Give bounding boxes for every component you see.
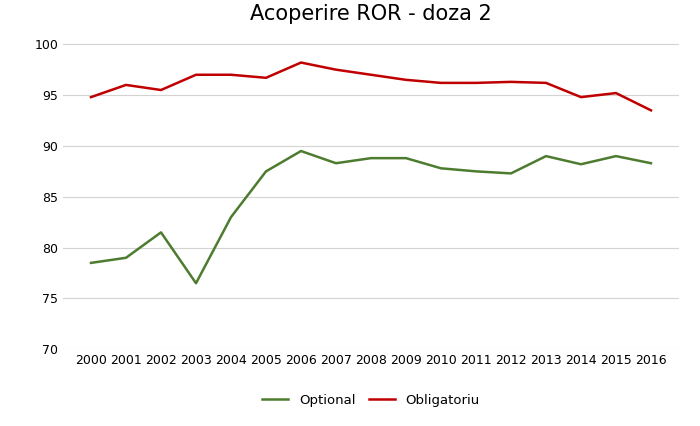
Line: Optional: Optional [91,151,651,283]
Obligatoriu [437,81,445,86]
Optional [297,149,305,154]
Obligatoriu [262,75,270,81]
Optional [157,230,165,235]
Optional [227,215,235,220]
Optional [577,162,585,167]
Obligatoriu [367,72,375,77]
Obligatoriu [402,77,410,82]
Obligatoriu [227,72,235,77]
Optional [87,260,95,265]
Obligatoriu [122,82,130,87]
Title: Acoperire ROR - doza 2: Acoperire ROR - doza 2 [250,4,492,24]
Optional [507,171,515,176]
Obligatoriu [157,87,165,92]
Optional [647,161,655,166]
Optional [472,169,480,174]
Obligatoriu [472,81,480,86]
Optional [262,169,270,174]
Obligatoriu [647,108,655,113]
Optional [542,153,550,158]
Obligatoriu [507,79,515,84]
Optional [402,155,410,161]
Optional [192,281,200,286]
Obligatoriu [332,67,340,72]
Obligatoriu [297,60,305,65]
Line: Obligatoriu: Obligatoriu [91,63,651,110]
Obligatoriu [612,90,620,95]
Optional [367,155,375,161]
Legend: Optional, Obligatoriu: Optional, Obligatoriu [257,389,485,412]
Optional [437,166,445,171]
Optional [332,161,340,166]
Obligatoriu [87,95,95,100]
Optional [122,255,130,260]
Obligatoriu [577,95,585,100]
Obligatoriu [192,72,200,77]
Obligatoriu [542,81,550,86]
Optional [612,153,620,158]
